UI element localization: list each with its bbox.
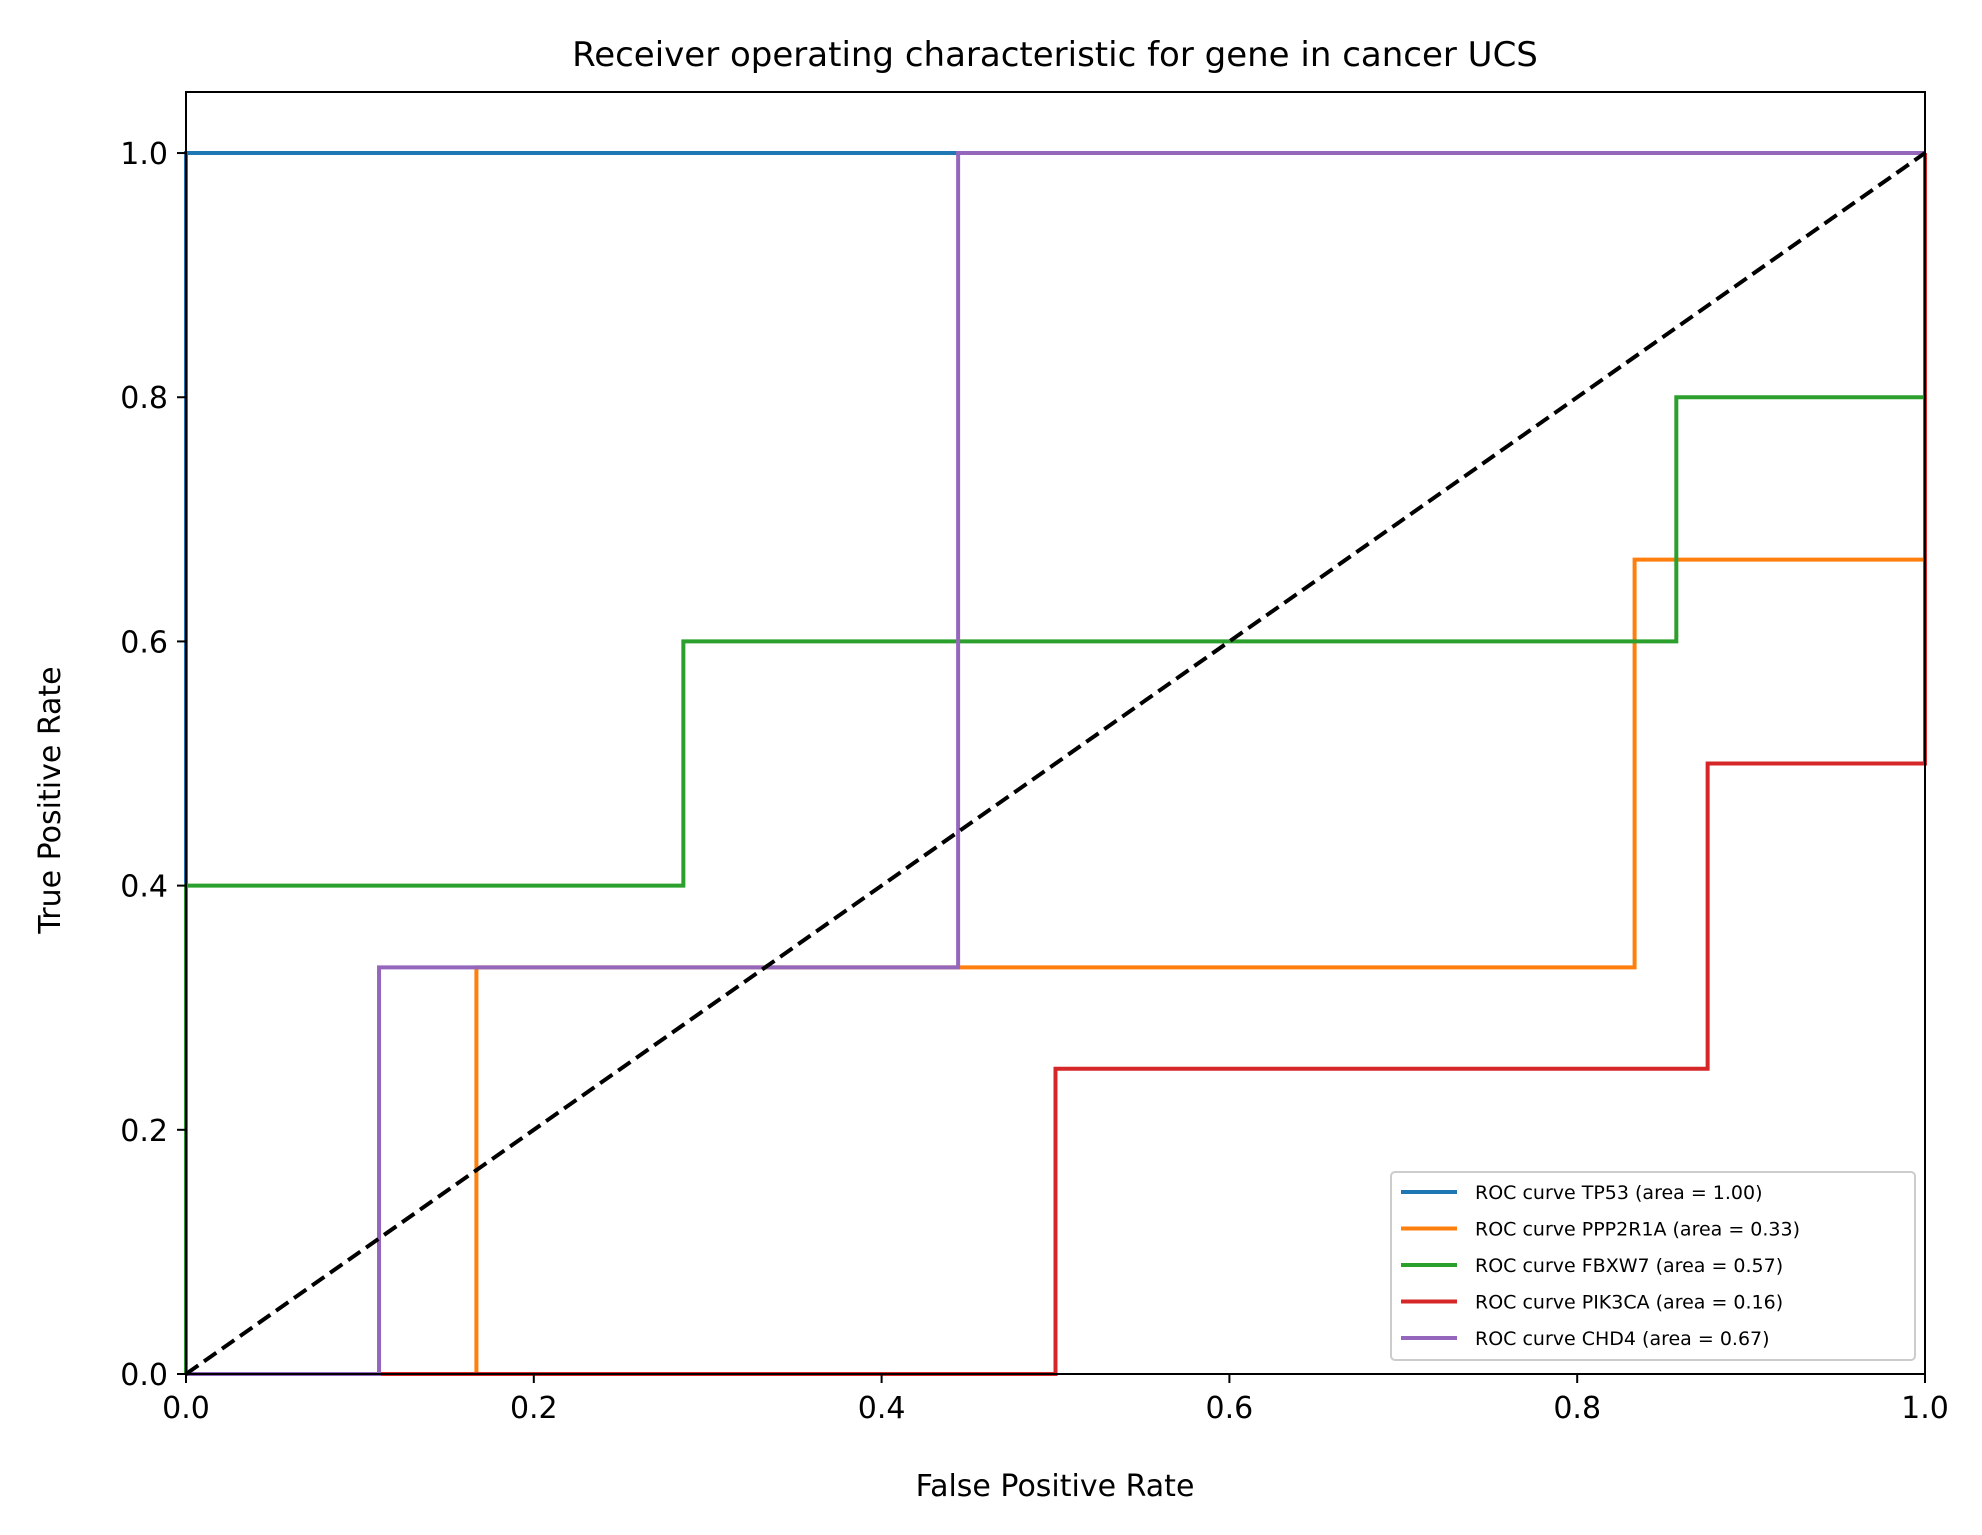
y-tick-label: 0.6 — [120, 625, 168, 660]
y-tick-label: 0.4 — [120, 870, 168, 905]
x-tick-label: 0.4 — [858, 1391, 906, 1426]
axes-frame — [185, 91, 1926, 1375]
legend: ROC curve TP53 (area = 1.00) ROC curve PP… — [1390, 1171, 1916, 1361]
legend-label: ROC curve TP53 (area = 1.00) — [1475, 1182, 1763, 1204]
y-tick-label: 1.0 — [120, 137, 168, 172]
legend-label: ROC curve CHD4 (area = 0.67) — [1475, 1328, 1770, 1350]
x-tick-label: 1.0 — [1901, 1391, 1949, 1426]
x-tick-label: 0.0 — [162, 1391, 210, 1426]
series-line-2 — [184, 153, 1927, 1374]
x-axis-label: False Positive Rate — [916, 1469, 1195, 1504]
plot-area — [184, 91, 1927, 1376]
x-tick-label: 0.2 — [510, 1391, 558, 1426]
legend-label: ROC curve PIK3CA (area = 0.16) — [1475, 1292, 1783, 1314]
legend-label: ROC curve PPP2R1A (area = 0.33) — [1475, 1219, 1800, 1241]
y-tick-label: 0.2 — [120, 1114, 168, 1149]
legend-label: ROC curve FBXW7 (area = 0.57) — [1475, 1255, 1783, 1277]
reference-line — [184, 151, 1927, 1376]
chart-title: Receiver operating characteristic for ge… — [572, 35, 1538, 75]
y-axis-label: True Positive Rate — [33, 666, 68, 934]
axis-ticks: 0.0 0.2 0.4 0.6 0.8 1.0 0.0 0.2 0.4 0.6 0.8 1.0 — [120, 137, 1949, 1426]
legend-box — [1390, 1171, 1916, 1361]
y-tick-label: 0.0 — [120, 1358, 168, 1393]
x-tick-label: 0.6 — [1206, 1391, 1254, 1426]
x-tick-label: 0.8 — [1553, 1391, 1601, 1426]
y-tick-label: 0.8 — [120, 381, 168, 416]
